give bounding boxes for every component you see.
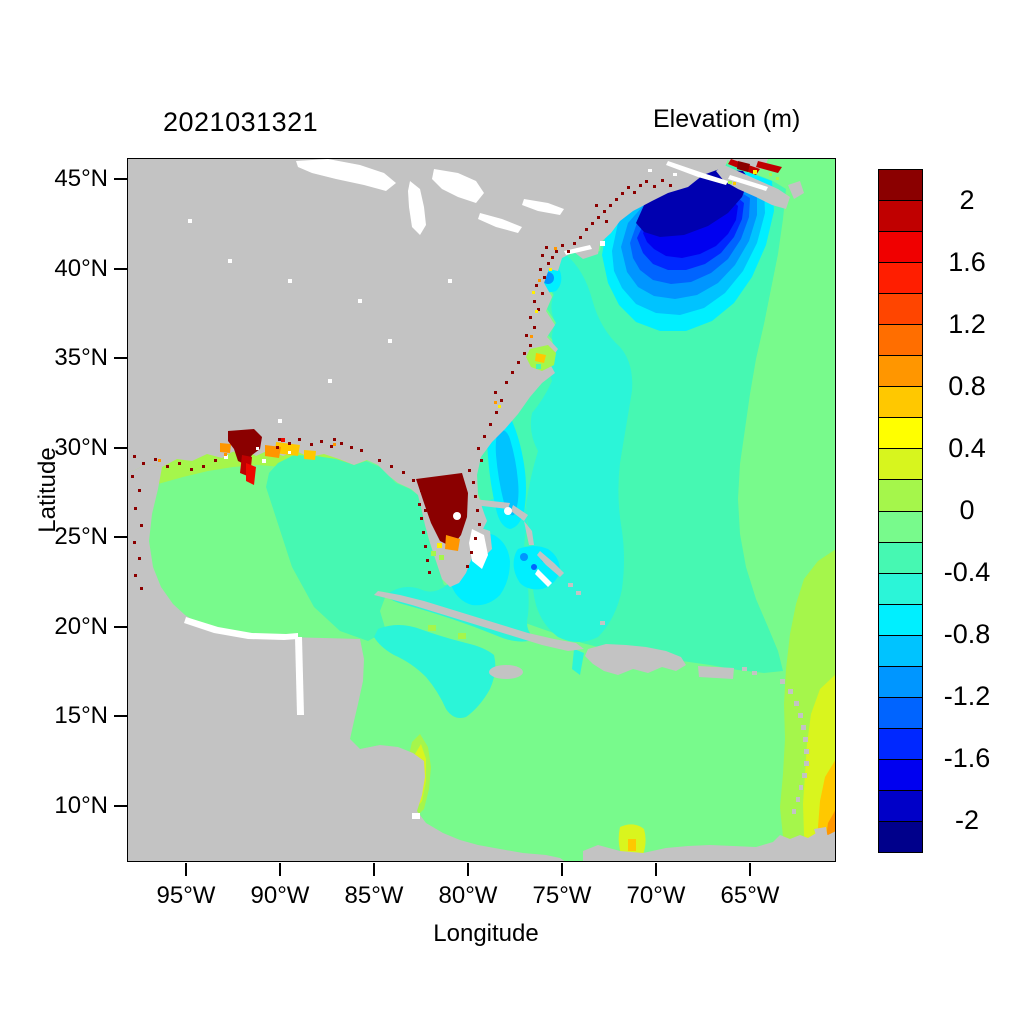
y-tick-mark [114, 804, 127, 807]
y-tick-mark [114, 625, 127, 628]
y-tick-label: 35°N [54, 344, 108, 372]
cuba-lagoon-spots [428, 625, 497, 645]
x-tick-label: 70°W [626, 882, 686, 909]
colorbar-tick-label: 1.2 [948, 309, 986, 340]
x-tick-label: 75°W [532, 882, 592, 909]
y-tick-mark [114, 446, 127, 449]
y-tick-label: 10°N [54, 791, 108, 819]
x-tick-label: 90°W [250, 882, 310, 909]
elevation-map [128, 159, 836, 862]
land [128, 159, 836, 862]
colorbar-cell [879, 480, 922, 512]
pamlico-sound-patch [526, 345, 556, 371]
colorbar-cell [879, 604, 922, 636]
y-axis-title: Latitude [34, 447, 61, 533]
colorbar-tick-label: -0.4 [943, 557, 991, 588]
x-tick-label: 80°W [438, 882, 498, 909]
colorbar-cell [879, 821, 922, 853]
x-tick-mark [749, 863, 751, 876]
map-plot-area [128, 159, 836, 862]
colorbar-tick-label: 2 [959, 185, 975, 215]
colorbar-cell [879, 201, 922, 233]
colorbar-cell [879, 790, 922, 822]
colorbar-tick-label: 0.8 [948, 371, 986, 402]
colorbar-tick-label: -1.2 [943, 681, 991, 712]
x-axis-title: Longitude [433, 920, 539, 947]
colorbar-cell [879, 635, 922, 667]
colorbar-cell [879, 418, 922, 450]
y-tick-label: 45°N [54, 165, 108, 192]
colorbar-cell [879, 232, 922, 264]
colorbar-cell [879, 542, 922, 574]
x-tick-mark [185, 863, 187, 876]
colorbar-cell [879, 573, 922, 605]
colorbar-cell [879, 263, 922, 295]
colorbar-tick-label: -2 [954, 805, 979, 836]
lakes-and-channels [184, 159, 768, 819]
colorbar-tick-label: 1.6 [948, 247, 986, 278]
colorbar-title: Elevation (m) [653, 105, 801, 133]
y-tick-label: 20°N [54, 612, 108, 640]
colorbar-cell [879, 666, 922, 698]
fundy-high-anomaly [728, 159, 782, 185]
colorbar-tick-label: 0 [959, 495, 975, 526]
x-tick-mark [655, 863, 657, 876]
x-tick-mark [279, 863, 281, 876]
colorbar-cell [879, 387, 922, 419]
x-tick-mark [467, 863, 469, 876]
delta-high-anomaly [220, 429, 316, 485]
x-tick-label: 95°W [156, 882, 216, 909]
y-tick-mark [114, 357, 127, 360]
y-tick-label: 15°N [54, 702, 108, 730]
colorbar-cell [879, 170, 922, 202]
colorbar-cell [879, 325, 922, 357]
y-tick-label: 30°N [54, 433, 108, 461]
x-tick-mark [561, 863, 563, 876]
y-tick-label: 25°N [54, 523, 108, 551]
colorbar [878, 169, 923, 853]
gulf-of-maine-low-anomaly [602, 169, 774, 331]
colorbar-cell [879, 697, 922, 729]
x-tick-label: 85°W [344, 882, 404, 909]
x-tick-label: 65°W [720, 882, 780, 909]
y-tick-mark [114, 178, 127, 180]
colorbar-cell [879, 356, 922, 388]
y-tick-label: 40°N [54, 254, 108, 282]
colorbar-tick-label: -0.8 [943, 619, 991, 650]
run-timestamp-title: 2021031321 [163, 107, 319, 137]
colorbar-tick-label: -1.6 [943, 743, 991, 774]
colorbar-cell [879, 759, 922, 791]
colorbar-cell [879, 511, 922, 543]
y-tick-mark [114, 715, 127, 718]
ocean-turquoise-patches [374, 253, 633, 718]
colorbar-cell [879, 728, 922, 760]
colorbar-tick-label: 0.4 [948, 433, 986, 464]
y-tick-mark [114, 536, 127, 539]
colorbar-cell [879, 449, 922, 481]
colorbar-cell [879, 294, 922, 326]
everglades-high-anomaly [416, 473, 468, 560]
y-tick-mark [114, 267, 127, 270]
x-tick-mark [373, 863, 375, 876]
